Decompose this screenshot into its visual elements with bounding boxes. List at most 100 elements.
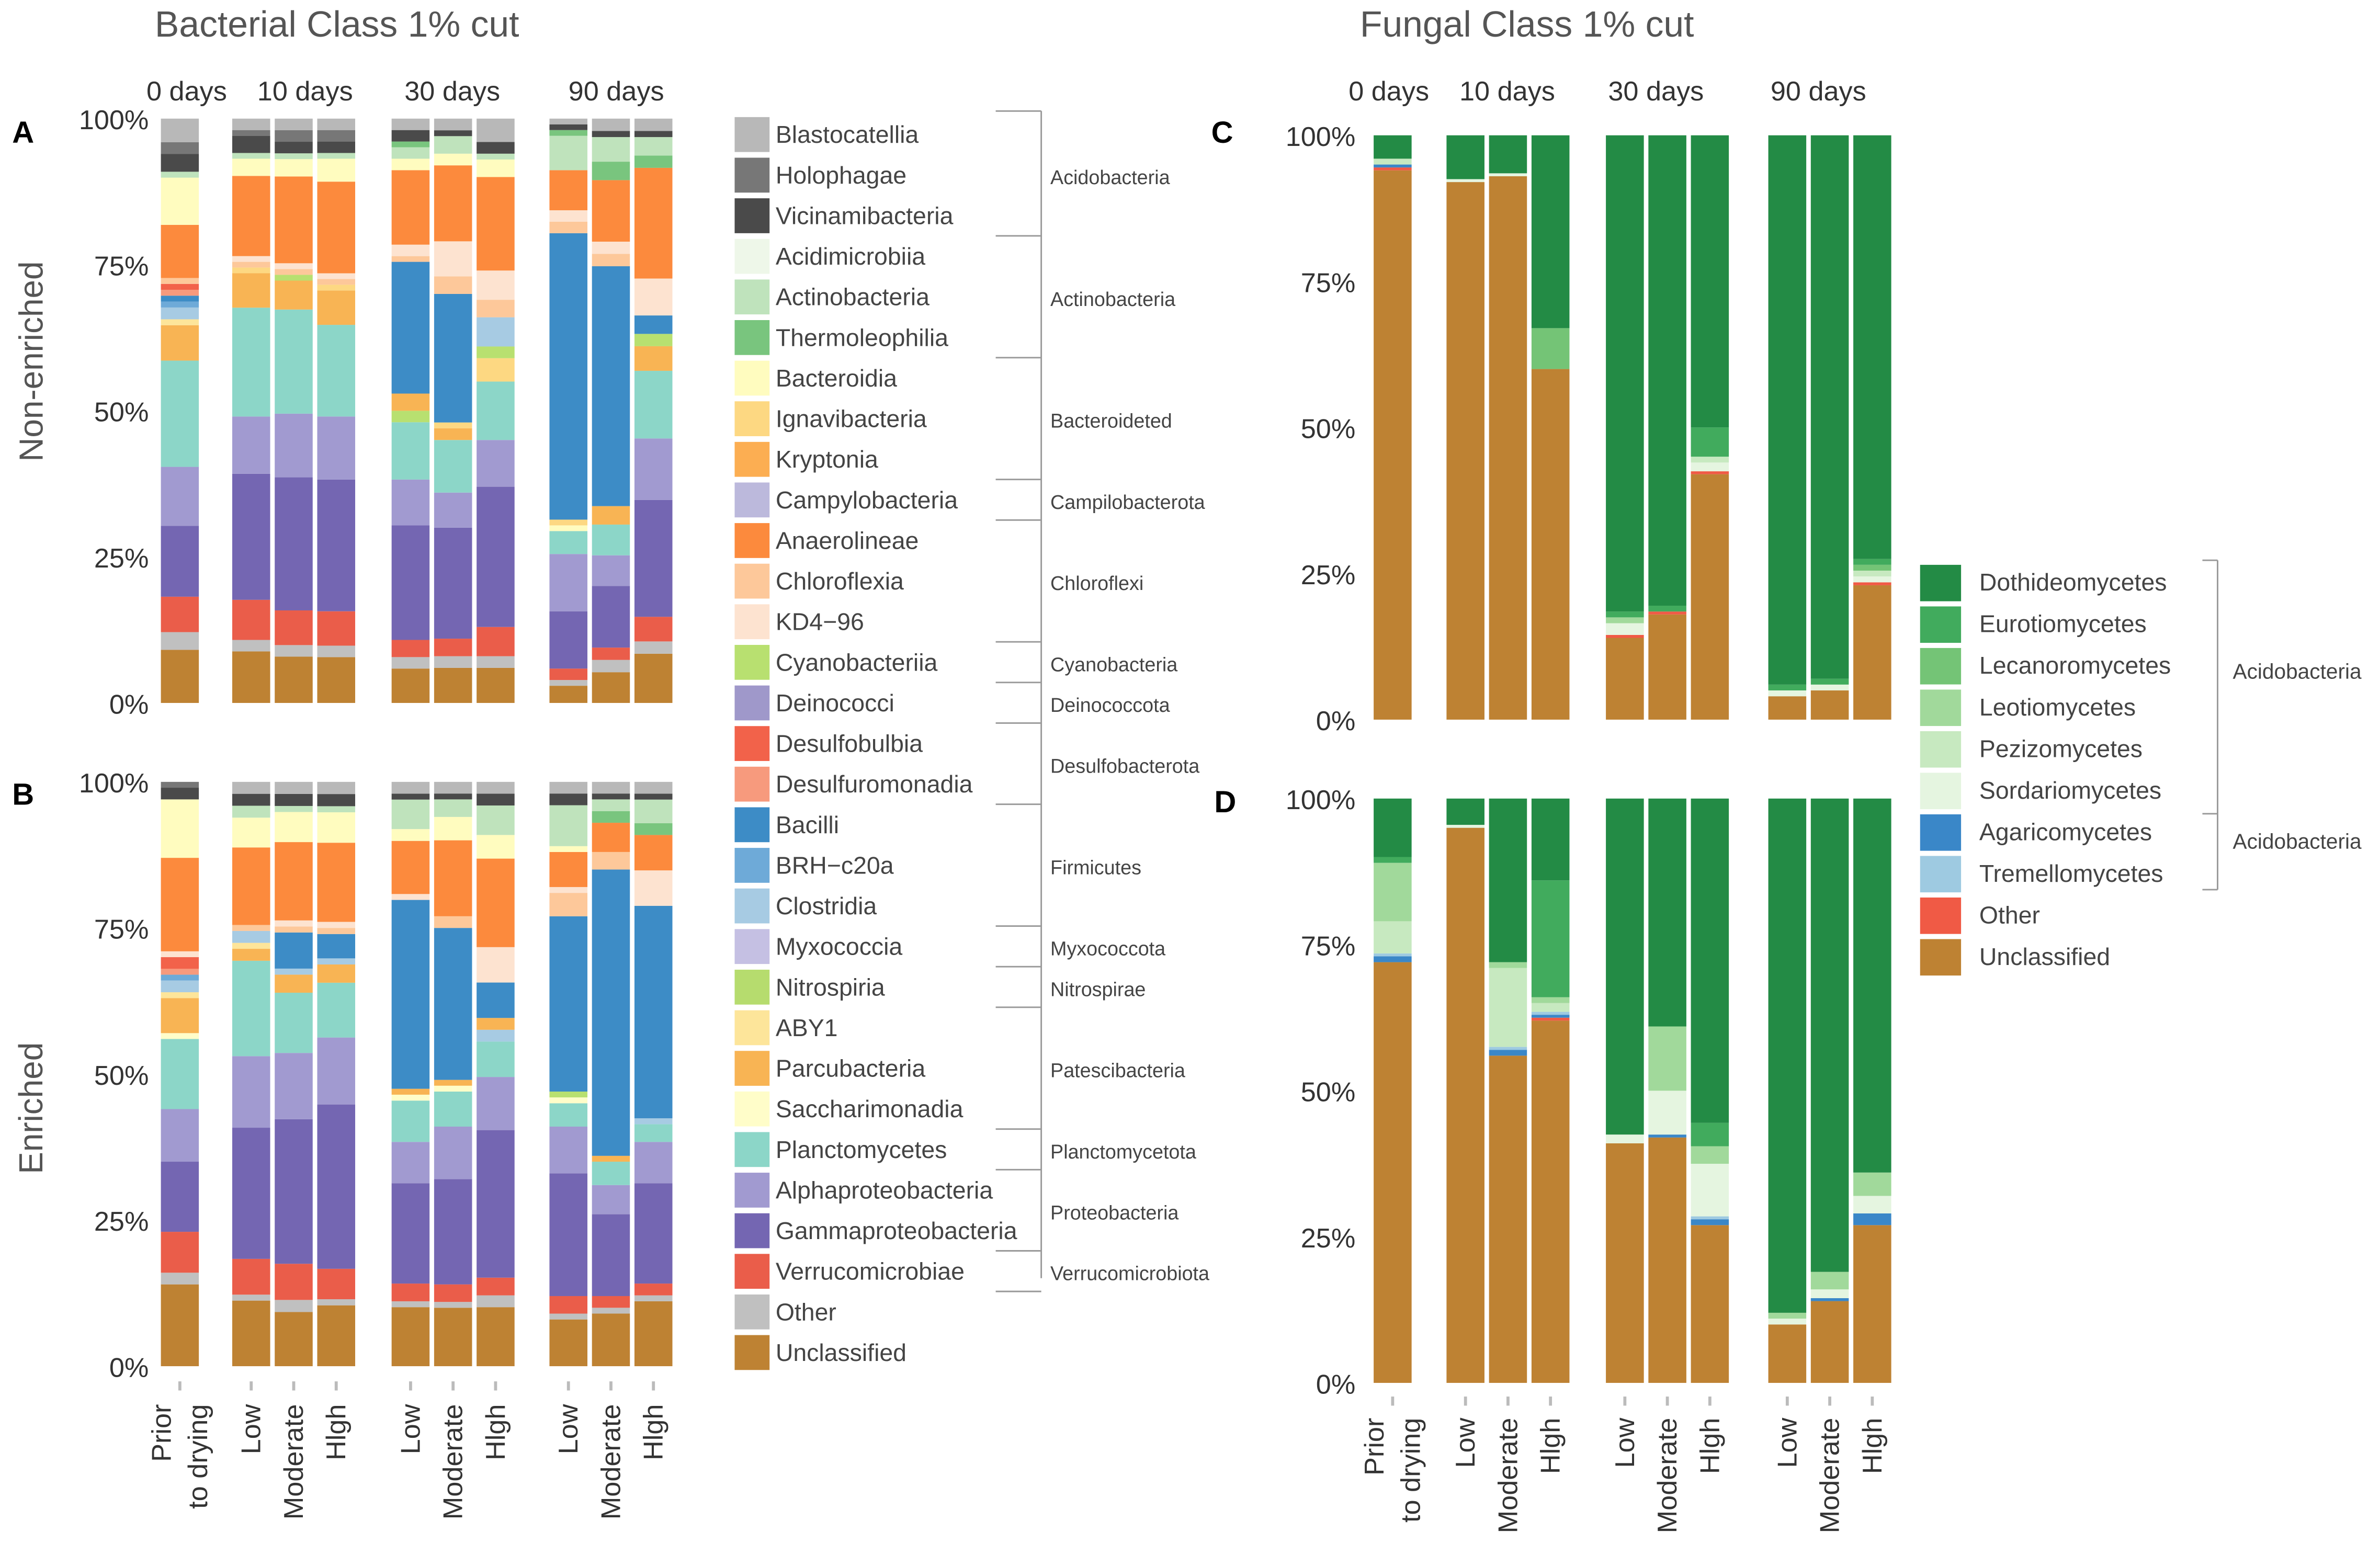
bar-segment-blastocatellia bbox=[634, 118, 673, 131]
legend-label: Nitrospiria bbox=[776, 973, 885, 1001]
bar-segment-parcubacteria bbox=[317, 290, 356, 325]
y-tick-label: 50% bbox=[1301, 1077, 1356, 1108]
bar-segment-clostridia bbox=[232, 930, 270, 943]
bar-segment-leotiomycetes bbox=[1768, 1312, 1807, 1319]
bar-segment-verrucomicrobiae bbox=[434, 1284, 472, 1302]
bar-segment-unclassified bbox=[634, 653, 673, 703]
bar-segment-clostridia bbox=[477, 317, 515, 347]
bar-segment-bacteroidia bbox=[275, 159, 313, 177]
bar-segment-eurotiomycetes bbox=[1853, 559, 1891, 565]
bar-segment-gammaproteobacteria bbox=[317, 1104, 356, 1269]
bar-segment-alphaproteobacteria bbox=[634, 1142, 673, 1184]
x-tick-label: Moderate bbox=[596, 1404, 626, 1520]
legend-swatch bbox=[734, 604, 770, 640]
bar-segment-vicinamibacteria bbox=[275, 142, 313, 154]
bar-segment-other bbox=[549, 680, 587, 686]
bar-segment-leotiomycetes bbox=[1374, 862, 1412, 922]
legend-label: Saccharimonadia bbox=[776, 1095, 964, 1122]
bar-segment-desulfuromonadia bbox=[161, 969, 199, 975]
bar-segment-planctomycetes bbox=[634, 370, 673, 439]
bar-segment-alphaproteobacteria bbox=[434, 492, 472, 528]
legend-label: Lecanoromycetes bbox=[1979, 652, 2171, 679]
y-tick-label: 50% bbox=[94, 1061, 149, 1091]
legend-label: Agaricomycetes bbox=[1979, 818, 2152, 845]
panel-letter-a: A bbox=[12, 116, 34, 150]
bar-segment-planctomycetes bbox=[275, 992, 313, 1053]
bar-segment-bacilli bbox=[317, 934, 356, 959]
bar-segment-kd4-96 bbox=[391, 894, 430, 900]
bar-segment-chloroflexia bbox=[161, 278, 199, 284]
bar-segment-thermoleophilia bbox=[391, 141, 430, 147]
bar-segment-unclassified bbox=[1691, 1225, 1729, 1383]
bar-segment-other bbox=[391, 657, 430, 669]
x-tick-label: Moderate bbox=[279, 1404, 309, 1520]
bar-segment-sordariomycetes bbox=[1768, 1319, 1807, 1325]
bar-segment-blastocatellia bbox=[317, 118, 356, 130]
y-tick-label: 75% bbox=[1301, 268, 1356, 298]
bar-segment-actinobacteria bbox=[317, 153, 356, 159]
bar-segment-sordariomycetes bbox=[1446, 825, 1484, 828]
bar-segment-chloroflexia bbox=[592, 254, 630, 267]
legend-phylum-label: Verrucomicrobiota bbox=[1050, 1263, 1209, 1285]
legend-swatch bbox=[734, 1132, 770, 1167]
bar-segment-bacilli bbox=[161, 296, 199, 302]
legend-swatch bbox=[1920, 856, 1962, 893]
bar-segment-blastocatellia bbox=[549, 118, 587, 124]
bar-segment-chloroflexia bbox=[434, 276, 472, 294]
bar-segment-other bbox=[592, 660, 630, 673]
y-tick-label: 0% bbox=[1316, 706, 1355, 736]
legend-phylum-label: Acidobacteria bbox=[2233, 830, 2362, 854]
bar-segment-pezizomycetes bbox=[1691, 457, 1729, 463]
legend-swatch bbox=[734, 401, 770, 436]
bar-segment-gammaproteobacteria bbox=[634, 1183, 673, 1284]
x-tick-label: Hlgh bbox=[639, 1404, 669, 1460]
bar-segment-dothideomycetes bbox=[1691, 798, 1729, 1123]
bar-segment-chloroflexia bbox=[549, 221, 587, 233]
bar-segment-unclassified bbox=[1531, 369, 1570, 720]
bar-segment-vicinamibacteria bbox=[434, 130, 472, 137]
bar-segment-kd4-96 bbox=[275, 920, 313, 927]
bar-segment-fungal-other bbox=[1691, 471, 1729, 474]
bar-segment-parcubacteria bbox=[391, 393, 430, 411]
bar-segment-verrucomicrobiae bbox=[391, 640, 430, 657]
bar-segment-unclassified bbox=[1606, 1143, 1644, 1383]
bar-segment-verrucomicrobiae bbox=[634, 1284, 673, 1296]
bar-segment-kd4-96 bbox=[477, 270, 515, 300]
bar-segment-dothideomycetes bbox=[1374, 135, 1412, 159]
bar-segment-actinobacteria bbox=[391, 799, 430, 830]
bar-segment-other bbox=[232, 1295, 270, 1301]
bar-segment-tremellomycetes bbox=[1374, 953, 1412, 957]
bar-segment-lecanoromycetes bbox=[1853, 564, 1891, 571]
bar-segment-vicinamibacteria bbox=[634, 793, 673, 800]
bar-segment-alphaproteobacteria bbox=[592, 555, 630, 586]
legend-phylum-label: Deinococcota bbox=[1050, 694, 1170, 716]
legend-swatch bbox=[734, 1213, 770, 1248]
bar-segment-gammaproteobacteria bbox=[232, 473, 270, 600]
bar-segment-dothideomycetes bbox=[1489, 135, 1527, 174]
bar-segment-other bbox=[434, 1302, 472, 1308]
bar-segment-actinobacteria bbox=[592, 799, 630, 811]
legend-label: Holophagae bbox=[776, 162, 906, 189]
bar-segment-other bbox=[477, 1295, 515, 1308]
x-tick-label: Moderate bbox=[1493, 1418, 1523, 1534]
bar-segment-anaerolineae bbox=[232, 847, 270, 925]
legend-swatch bbox=[734, 320, 770, 355]
bar-segment-blastocatellia bbox=[634, 781, 673, 794]
bar-segment-other bbox=[477, 656, 515, 668]
legend-swatch bbox=[734, 1294, 770, 1330]
bar-segment-cyanobacteriia bbox=[477, 346, 515, 358]
legend-swatch bbox=[734, 523, 770, 558]
bar-segment-clostridia bbox=[275, 968, 313, 975]
bar-segment-bacilli bbox=[391, 262, 430, 394]
bar-segment-unclassified bbox=[1606, 638, 1644, 720]
legend-label: Thermoleophilia bbox=[776, 324, 948, 351]
bar-segment-planctomycetes bbox=[275, 309, 313, 414]
y-tick-label: 75% bbox=[94, 251, 149, 281]
bar-segment-dothideomycetes bbox=[1853, 798, 1891, 1173]
bar-segment-bacilli bbox=[434, 928, 472, 1080]
legend-swatch bbox=[734, 685, 770, 721]
bar-segment-bacilli bbox=[434, 293, 472, 423]
bar-segment-vicinamibacteria bbox=[549, 793, 587, 805]
x-tick-label: Moderate bbox=[1652, 1418, 1683, 1534]
bar-segment-aby1 bbox=[232, 943, 270, 949]
